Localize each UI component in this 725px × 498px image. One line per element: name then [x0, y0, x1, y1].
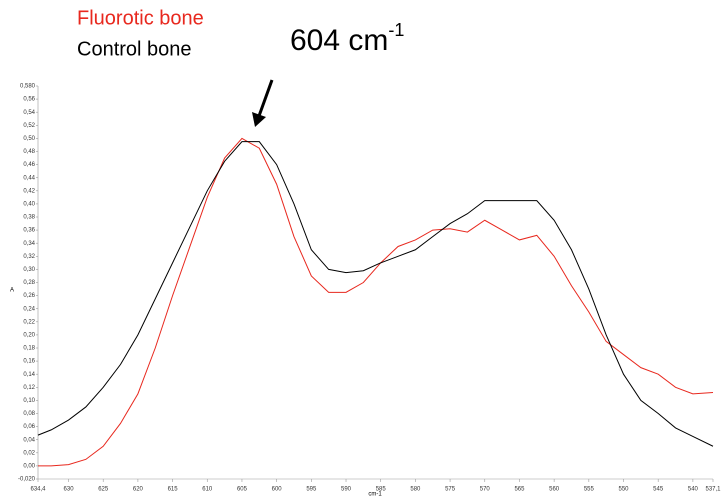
x-tick-label: 630 — [64, 487, 75, 493]
y-tick-label: 0,12 — [23, 385, 35, 391]
y-tick-label: 0,06 — [23, 424, 35, 430]
y-axis-label: A — [10, 288, 14, 294]
y-tick-label: 0,26 — [23, 293, 35, 299]
y-tick-label: 0,38 — [23, 215, 35, 221]
y-tick-label: 0,40 — [23, 201, 35, 207]
y-tick-label: 0,44 — [23, 175, 35, 181]
x-tick-label: 600 — [272, 487, 283, 493]
x-tick-label: 570 — [480, 487, 491, 493]
x-tick-label: 590 — [341, 487, 352, 493]
y-tick-label: 0,24 — [23, 306, 35, 312]
line-series — [37, 141, 714, 447]
y-tick-label: 0,36 — [23, 228, 35, 234]
y-tick-label: 0,22 — [23, 319, 35, 325]
y-tick-label: 0,02 — [23, 450, 35, 456]
x-axis-label: cm-1 — [368, 492, 382, 498]
x-tick-label: 634,4 — [30, 487, 46, 493]
y-tick-label: 0,14 — [23, 372, 35, 378]
y-tick-label: 0,32 — [23, 254, 35, 260]
x-tick-label: 620 — [133, 487, 144, 493]
y-tick-label: 0,20 — [23, 332, 35, 338]
x-tick-label: 560 — [549, 487, 560, 493]
y-tick-label: 0,08 — [23, 411, 35, 417]
x-tick-label: 625 — [98, 487, 109, 493]
x-tick-label: 537,1 — [705, 487, 721, 493]
legend-label: Fluorotic bone — [77, 7, 204, 29]
x-tick-label: 545 — [653, 487, 664, 493]
y-tick-label: 0,34 — [23, 241, 35, 247]
x-tick-label: 580 — [410, 487, 421, 493]
y-tick-label: 0,48 — [23, 149, 35, 155]
x-tick-label: 550 — [619, 487, 630, 493]
x-tick-label: 540 — [688, 487, 699, 493]
y-tick-label: 0,10 — [23, 398, 35, 404]
y-tick-label: 0,54 — [23, 110, 35, 116]
y-tick-label: 0,46 — [23, 162, 35, 168]
y-tick-label: 0,52 — [23, 123, 35, 129]
arrow-head — [252, 112, 266, 127]
x-tick-label: 615 — [168, 487, 179, 493]
y-tick-label: 0,00 — [23, 463, 35, 469]
y-tick-label: 0,42 — [23, 188, 35, 194]
arrow-shaft — [257, 79, 274, 117]
x-tick-label: 610 — [202, 487, 213, 493]
annotation-superscript: -1 — [388, 20, 404, 40]
line-series — [38, 137, 714, 467]
x-tick-label: 575 — [445, 487, 456, 493]
y-tick-label: 0,580 — [20, 84, 36, 90]
x-tick-label: 555 — [584, 487, 595, 493]
x-tick-label: 605 — [237, 487, 248, 493]
y-tick-label: 0,30 — [23, 267, 35, 273]
y-tick-label: -0,020 — [18, 477, 36, 483]
y-tick-label: 0,50 — [23, 136, 35, 142]
legend-label: Control bone — [77, 38, 192, 60]
x-tick-label: 565 — [514, 487, 525, 493]
annotation-text: 604 cm — [290, 24, 388, 57]
y-tick-label: 0,56 — [23, 97, 35, 103]
y-tick-label: 0,16 — [23, 359, 35, 365]
x-tick-label: 585 — [376, 487, 387, 493]
y-tick-label: 0,28 — [23, 280, 35, 286]
y-tick-label: 0,18 — [23, 346, 35, 352]
y-tick-label: 0,04 — [23, 437, 35, 443]
x-tick-label: 595 — [306, 487, 317, 493]
annotation: 604 cm-1 — [290, 20, 404, 57]
